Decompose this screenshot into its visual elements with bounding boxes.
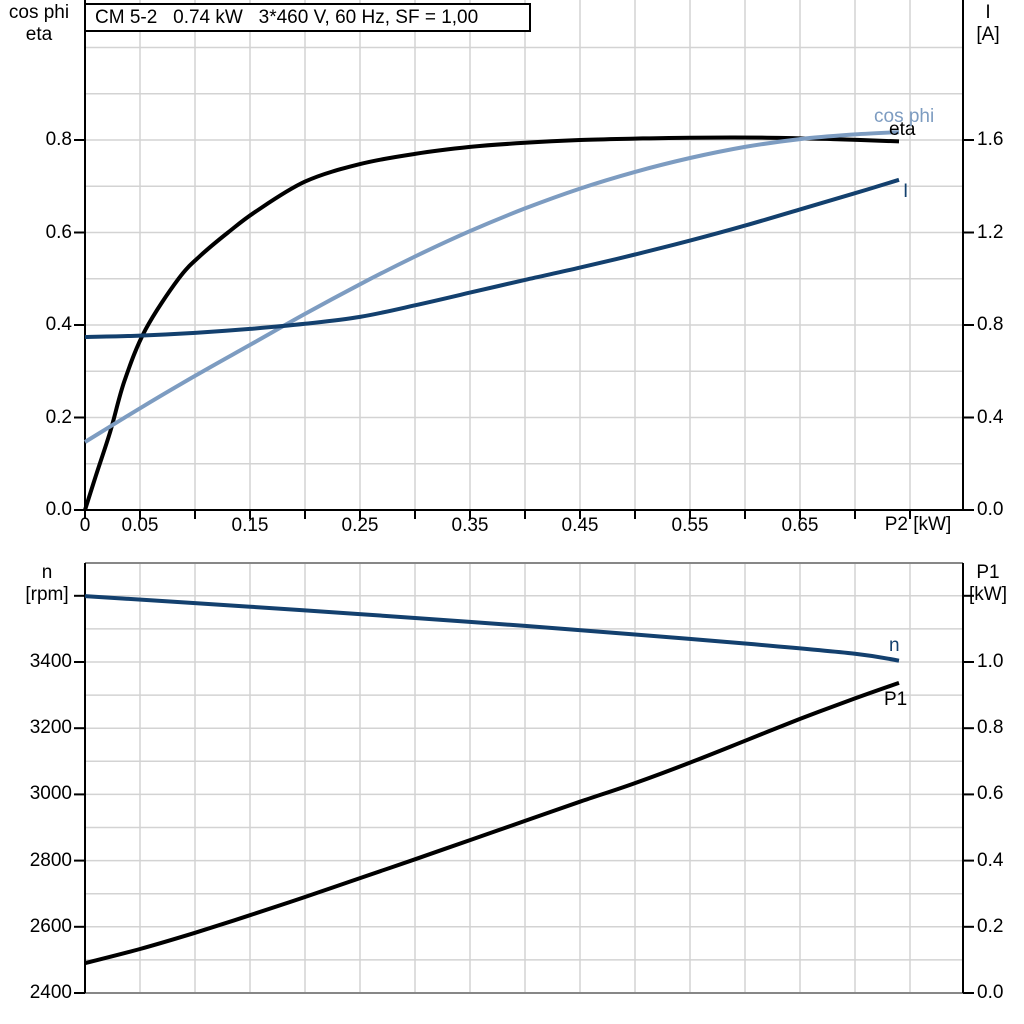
- right-axis-tick-label: 0.2: [977, 915, 1004, 937]
- x-axis-tick-label: 0.65: [781, 515, 819, 536]
- cos-phi-axis-label: cos phi: [8, 2, 70, 23]
- right-axis-tick-label: 0.4: [977, 406, 1004, 428]
- chart-title-box: CM 5-2 0.74 kW 3*460 V, 60 Hz, SF = 1,00: [84, 3, 531, 32]
- speed-axis-label: n: [41, 562, 53, 583]
- x-axis-tick-label: 0.55: [671, 515, 709, 536]
- right-axis-tick-label: 0.0: [977, 499, 1004, 520]
- right-axis-tick-label: 0.8: [977, 717, 1004, 739]
- left-axis-tick-label: 2800: [29, 849, 72, 871]
- p1-unit-label: [kW]: [969, 584, 1007, 605]
- curve-cos-phi-label: cos phi: [874, 106, 935, 127]
- x-axis-tick-label: 0.45: [561, 515, 599, 536]
- x-axis-label: P2 [kW]: [884, 514, 952, 535]
- eta-axis-label: eta: [25, 24, 53, 45]
- current-unit-label: [A]: [976, 24, 1000, 45]
- left-axis-tick-label: 3200: [29, 717, 72, 739]
- left-axis-tick-label: 0.6: [45, 221, 72, 243]
- x-axis-tick-label: 0.25: [341, 515, 379, 536]
- bottom-right-axis-title: P1 [kW]: [960, 562, 1016, 606]
- x-axis-tick-label: 0: [79, 515, 91, 536]
- curve-p1-label: P1: [884, 689, 908, 710]
- left-axis-tick-label: 0.0: [45, 499, 72, 520]
- speed-unit-label: [rpm]: [25, 584, 69, 605]
- curve-cos-phi: [83, 130, 900, 444]
- right-axis-tick-label: 0.4: [977, 849, 1004, 871]
- left-axis-tick-label: 0.8: [45, 129, 72, 150]
- current-axis-label: I: [985, 2, 991, 23]
- left-axis-tick-label: 0.2: [45, 406, 72, 428]
- right-axis-tick-label: 0.6: [977, 783, 1004, 805]
- curve-n: [84, 594, 900, 663]
- right-axis-tick-label: 1.0: [977, 651, 1004, 672]
- p1-axis-label: P1: [976, 562, 1000, 583]
- top-left-axis-title: cos phi eta: [4, 2, 74, 46]
- curve-eta: [83, 135, 900, 511]
- right-axis-tick-label: 0.0: [977, 982, 1004, 1003]
- left-axis-tick-label: 3400: [29, 651, 72, 672]
- left-axis-tick-label: 2400: [29, 982, 72, 1003]
- x-axis-tick-label: 0.15: [231, 515, 269, 536]
- curve-n-label: n: [889, 635, 900, 656]
- curve-p1: [84, 681, 900, 966]
- left-axis-tick-label: 2600: [29, 915, 72, 937]
- x-axis-tick-label: 0.35: [451, 515, 489, 536]
- curve-i-label: I: [903, 181, 909, 202]
- curve-i: [84, 177, 900, 339]
- right-axis-tick-label: 1.6: [977, 129, 1004, 150]
- curve-eta-label: eta: [889, 119, 916, 140]
- left-axis-tick-label: 0.4: [45, 314, 72, 335]
- left-axis-tick-label: 3000: [29, 783, 72, 805]
- top-right-axis-title: I [A]: [960, 2, 1016, 46]
- right-axis-tick-label: 0.8: [977, 314, 1004, 335]
- right-axis-tick-label: 1.2: [977, 221, 1004, 243]
- bottom-left-axis-title: n [rpm]: [12, 562, 82, 606]
- x-axis-tick-label: 0.05: [121, 515, 159, 536]
